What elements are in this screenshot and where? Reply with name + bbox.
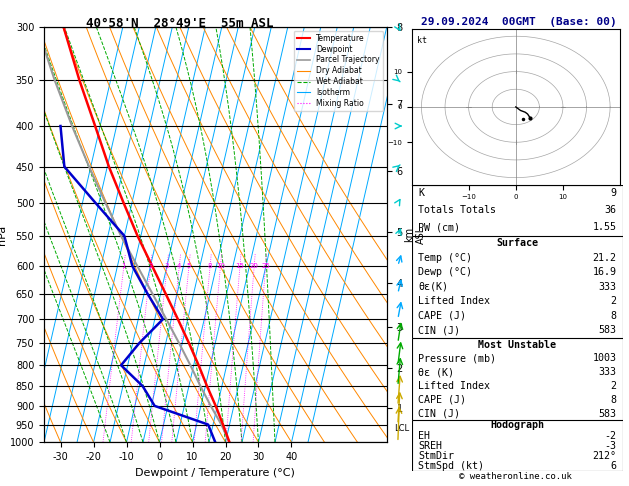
Text: 1.55: 1.55	[593, 222, 616, 232]
Text: 1: 1	[121, 263, 126, 269]
Text: 20: 20	[250, 263, 259, 269]
Y-axis label: hPa: hPa	[0, 225, 7, 244]
Text: 583: 583	[598, 326, 616, 335]
Text: Most Unstable: Most Unstable	[478, 340, 557, 349]
Text: PW (cm): PW (cm)	[418, 222, 460, 232]
Text: -3: -3	[604, 441, 616, 451]
Text: 333: 333	[598, 367, 616, 377]
Text: 10: 10	[216, 263, 225, 269]
Text: 5: 5	[187, 263, 191, 269]
Text: Pressure (mb): Pressure (mb)	[418, 353, 496, 364]
Text: Lifted Index: Lifted Index	[418, 381, 491, 391]
Text: Totals Totals: Totals Totals	[418, 205, 496, 215]
Text: 2: 2	[610, 381, 616, 391]
Text: LCL: LCL	[394, 424, 409, 433]
Text: 6: 6	[610, 461, 616, 471]
Text: 9: 9	[610, 188, 616, 198]
Text: © weatheronline.co.uk: © weatheronline.co.uk	[459, 472, 572, 481]
Text: Dewp (°C): Dewp (°C)	[418, 267, 472, 277]
Text: EH: EH	[418, 431, 430, 441]
Text: CIN (J): CIN (J)	[418, 409, 460, 418]
Text: 3: 3	[165, 263, 169, 269]
Text: Lifted Index: Lifted Index	[418, 296, 491, 306]
Text: 29.09.2024  00GMT  (Base: 00): 29.09.2024 00GMT (Base: 00)	[421, 17, 617, 27]
Text: 8: 8	[610, 311, 616, 321]
Text: StmDir: StmDir	[418, 451, 454, 461]
Text: K: K	[418, 188, 425, 198]
Text: Surface: Surface	[496, 238, 538, 248]
Y-axis label: km
ASL: km ASL	[404, 226, 426, 243]
Text: CAPE (J): CAPE (J)	[418, 395, 466, 405]
Text: CIN (J): CIN (J)	[418, 326, 460, 335]
Text: kt: kt	[416, 36, 426, 45]
Text: 2: 2	[148, 263, 153, 269]
Text: StmSpd (kt): StmSpd (kt)	[418, 461, 484, 471]
Text: CAPE (J): CAPE (J)	[418, 311, 466, 321]
Text: 15: 15	[235, 263, 245, 269]
Text: 212°: 212°	[593, 451, 616, 461]
Text: 36: 36	[604, 205, 616, 215]
Text: 8: 8	[208, 263, 213, 269]
Text: θε (K): θε (K)	[418, 367, 454, 377]
X-axis label: Dewpoint / Temperature (°C): Dewpoint / Temperature (°C)	[135, 468, 296, 478]
Text: SREH: SREH	[418, 441, 442, 451]
Text: 1003: 1003	[593, 353, 616, 364]
Text: 25: 25	[261, 263, 270, 269]
Text: 21.2: 21.2	[593, 253, 616, 262]
Text: Temp (°C): Temp (°C)	[418, 253, 472, 262]
Text: θε(K): θε(K)	[418, 282, 448, 292]
Text: 40°58'N  28°49'E  55m ASL: 40°58'N 28°49'E 55m ASL	[86, 17, 273, 30]
Text: Hodograph: Hodograph	[491, 420, 544, 431]
Text: -2: -2	[604, 431, 616, 441]
Text: 333: 333	[598, 282, 616, 292]
Text: 4: 4	[177, 263, 182, 269]
Text: 16.9: 16.9	[593, 267, 616, 277]
Legend: Temperature, Dewpoint, Parcel Trajectory, Dry Adiabat, Wet Adiabat, Isotherm, Mi: Temperature, Dewpoint, Parcel Trajectory…	[294, 31, 383, 111]
Text: 8: 8	[610, 395, 616, 405]
Text: 583: 583	[598, 409, 616, 418]
Text: 2: 2	[610, 296, 616, 306]
